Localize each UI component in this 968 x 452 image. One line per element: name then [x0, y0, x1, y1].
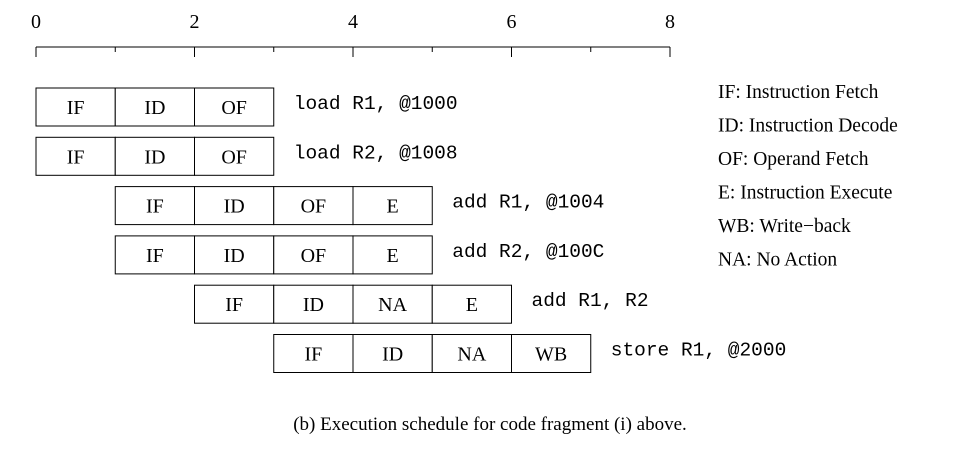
stage-box [194, 235, 275, 275]
stage-box [35, 136, 116, 176]
stage-label: IF [304, 344, 322, 366]
stage-label: OF [301, 245, 327, 267]
stage-box [352, 284, 433, 324]
axis-tick-label: 4 [348, 11, 358, 33]
legend-entry: OF: Operand Fetch [718, 149, 869, 170]
stage-label: IF [225, 294, 243, 316]
stage-box [194, 186, 275, 226]
stage-label: NA [457, 344, 486, 366]
stage-box [511, 334, 592, 373]
pipeline-row: IF ID NA WB store R1, @2000 [273, 334, 787, 373]
instruction-text: add R1, R2 [532, 290, 649, 312]
stage-box [352, 186, 433, 226]
pipeline-row: IF ID OF load R2, @1008 [35, 136, 458, 176]
stage-box [431, 334, 512, 373]
legend-entry: WB: Write−back [718, 216, 851, 237]
legend-entry: E: Instruction Execute [718, 183, 892, 204]
stage-box [194, 136, 275, 176]
stage-label: NA [378, 294, 407, 316]
stage-label: OF [301, 196, 327, 218]
legend-entry: NA: No Action [718, 250, 837, 271]
stage-box [273, 334, 354, 373]
stage-label: ID [303, 294, 324, 316]
stage-box [273, 186, 354, 226]
stage-legend: IF: Instruction Fetch ID: Instruction Dec… [718, 82, 898, 271]
stage-box [194, 284, 275, 324]
time-axis: 0 2 4 6 8 [31, 11, 675, 57]
stage-box [431, 284, 512, 324]
stage-label: E [387, 245, 399, 267]
stage-label: WB [535, 344, 567, 366]
stage-box [114, 136, 195, 176]
stage-box [114, 235, 195, 275]
stage-box [273, 235, 354, 275]
stage-box [273, 284, 354, 324]
stage-label: IF [67, 146, 85, 168]
stage-label: ID [144, 97, 165, 119]
stage-label: ID [224, 196, 245, 218]
stage-box [114, 186, 195, 226]
axis-tick-label: 8 [665, 11, 675, 33]
stage-label: E [387, 196, 399, 218]
axis-tick-label: 6 [507, 11, 517, 33]
instruction-text: load R2, @1008 [294, 142, 458, 164]
stage-box [114, 87, 195, 127]
stage-box [352, 235, 433, 275]
stage-box [352, 334, 433, 373]
stage-label: E [466, 294, 478, 316]
pipeline-rows: IF ID OF load R1, @1000 IF ID OF load R2, @1008… [35, 87, 787, 373]
stage-box [194, 87, 275, 127]
stage-label: ID [224, 245, 245, 267]
instruction-text: add R1, @1004 [452, 192, 604, 214]
legend-entry: IF: Instruction Fetch [718, 82, 879, 103]
instruction-text: store R1, @2000 [611, 340, 787, 362]
legend-entry: ID: Instruction Decode [718, 116, 898, 137]
stage-label: IF [146, 196, 164, 218]
stage-label: IF [67, 97, 85, 119]
stage-label: OF [221, 146, 247, 168]
instruction-text: load R1, @1000 [294, 93, 458, 115]
axis-tick-label: 0 [31, 11, 41, 33]
pipeline-row: IF ID OF load R1, @1000 [35, 87, 458, 127]
axis-tick-label: 2 [190, 11, 200, 33]
instruction-text: add R2, @100C [452, 241, 604, 263]
stage-label: IF [146, 245, 164, 267]
stage-label: ID [144, 146, 165, 168]
stage-label: ID [382, 344, 403, 366]
figure-caption: (b) Execution schedule for code fragment… [293, 414, 687, 435]
stage-label: OF [221, 97, 247, 119]
